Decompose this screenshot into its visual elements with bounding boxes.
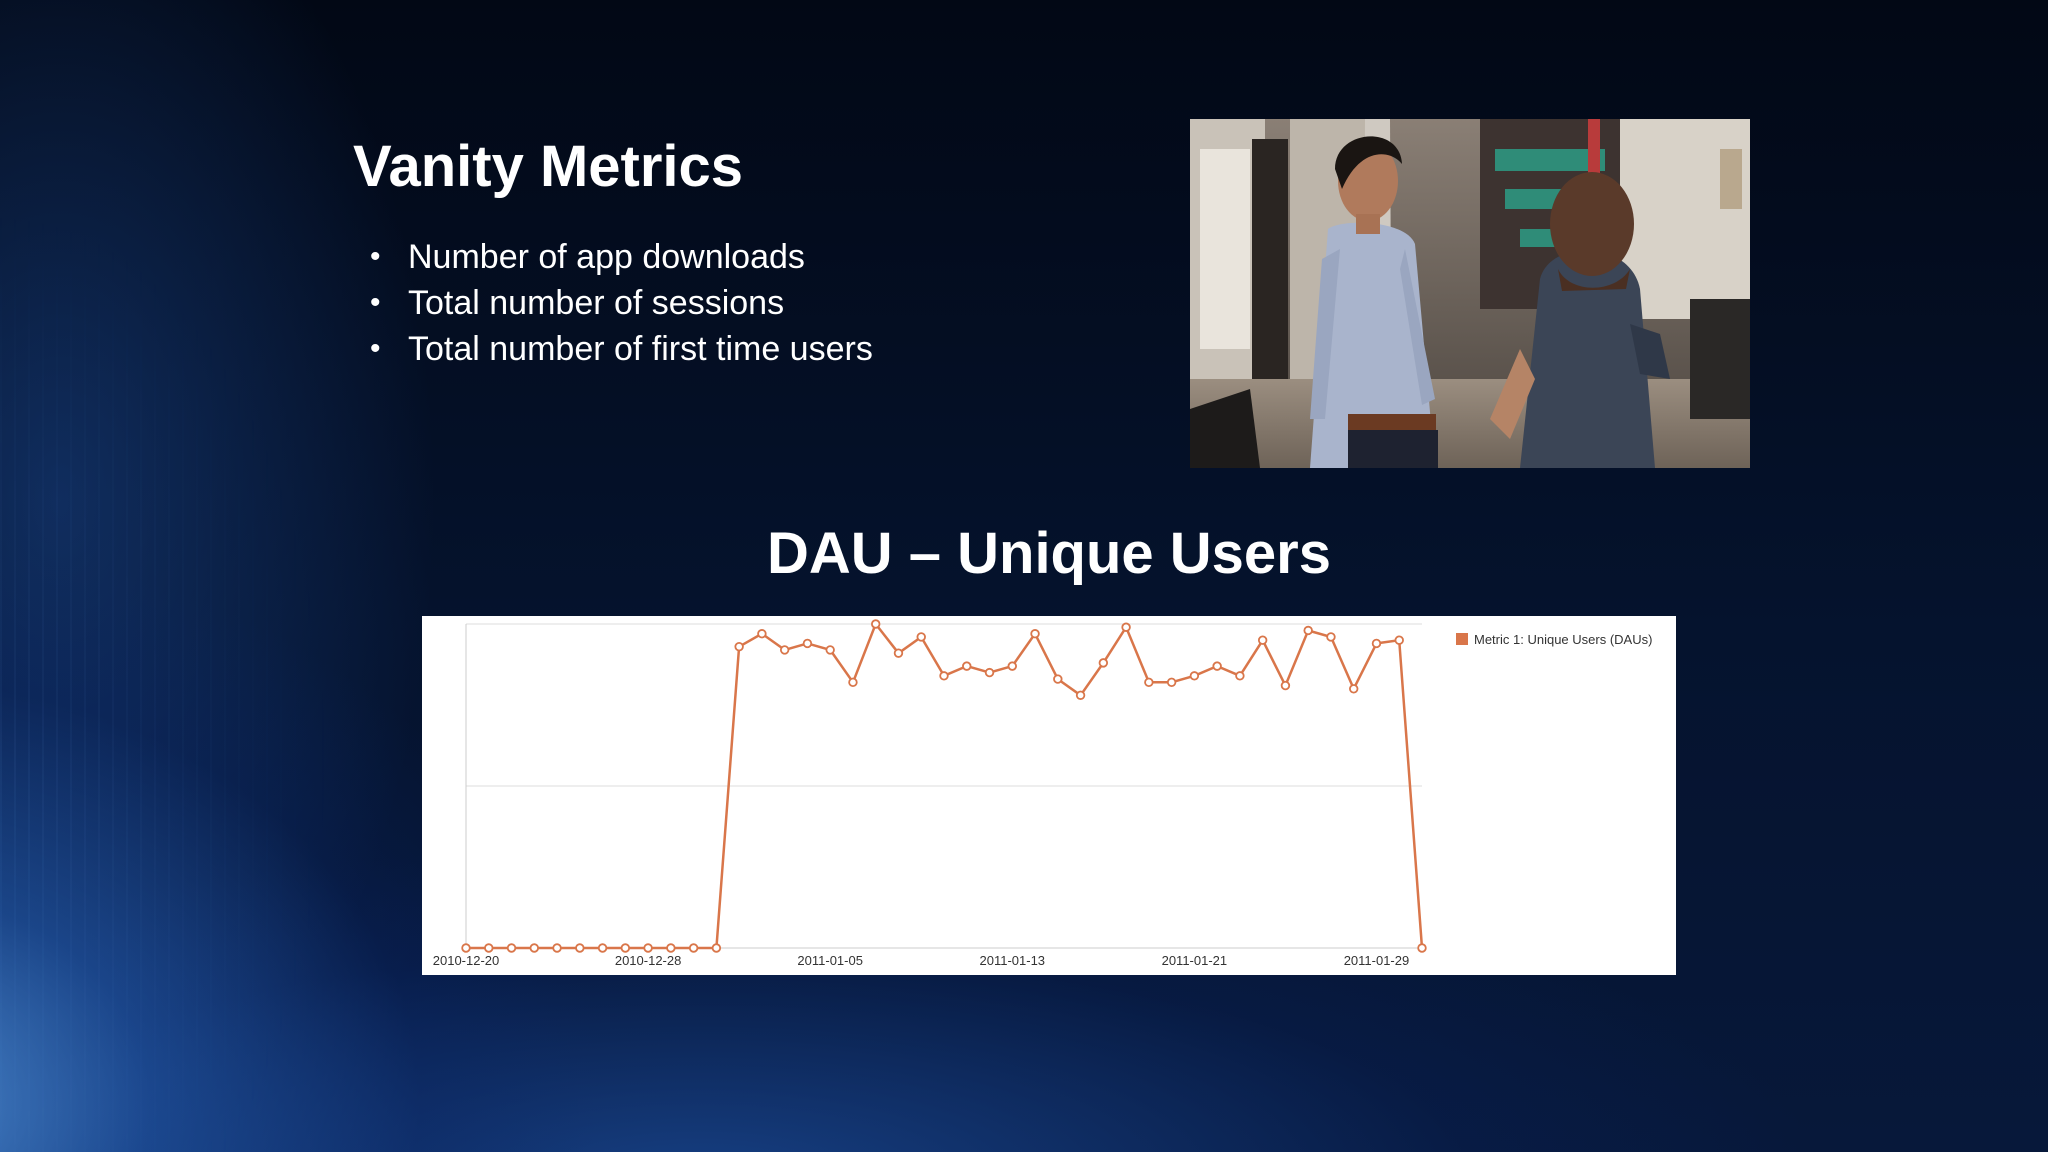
data-point (1030, 629, 1040, 639)
data-point (1212, 661, 1222, 671)
data-point (1007, 661, 1017, 671)
chart-x-ticks: 2010-12-20 2010-12-28 2011-01-05 2011-01-13… (433, 953, 1409, 968)
office-photo (1190, 119, 1750, 468)
bullet-item: Number of app downloads (370, 234, 873, 280)
chart-legend: Metric 1: Unique Users (DAUs) (1456, 632, 1652, 647)
data-point (552, 943, 562, 953)
data-point (1257, 635, 1268, 645)
office-scene-illustration (1190, 119, 1750, 468)
data-point (939, 671, 949, 681)
data-point (984, 667, 995, 678)
x-tick-label: 2010-12-20 (433, 953, 500, 968)
data-point (871, 619, 881, 629)
data-point (461, 943, 471, 953)
data-point (802, 638, 813, 649)
data-point (1303, 625, 1313, 636)
chart-title: DAU – Unique Users (766, 521, 1332, 586)
data-point (1075, 690, 1086, 700)
data-point (962, 661, 972, 671)
bullet-item: Total number of sessions (370, 280, 873, 326)
data-point (1189, 671, 1200, 681)
data-point (620, 943, 631, 953)
x-tick-label: 2011-01-13 (980, 953, 1046, 968)
data-point (1166, 677, 1177, 688)
bullet-list: Number of app downloads Total number of … (370, 234, 873, 372)
data-point (597, 943, 608, 953)
data-point (1144, 677, 1154, 688)
data-point (734, 641, 744, 652)
data-point (1098, 658, 1109, 668)
data-point (711, 943, 722, 953)
data-point (1121, 622, 1131, 632)
data-point (484, 943, 494, 953)
data-point (575, 943, 585, 953)
data-point (1053, 674, 1063, 684)
data-point (1417, 943, 1427, 953)
chart-points (461, 619, 1427, 953)
dau-line-chart: 2010-12-20 2010-12-28 2011-01-05 2011-01-13… (433, 619, 1652, 968)
data-point (1235, 671, 1245, 681)
legend-label: Metric 1: Unique Users (DAUs) (1474, 632, 1652, 647)
x-tick-label: 2011-01-21 (1162, 953, 1228, 968)
data-point (1394, 635, 1404, 645)
data-point (916, 632, 926, 642)
data-point (893, 648, 904, 658)
legend-swatch (1456, 633, 1468, 645)
data-point (688, 943, 699, 953)
data-point (779, 645, 790, 655)
x-tick-label: 2011-01-29 (1344, 953, 1410, 968)
dau-chart: 2010-12-20 2010-12-28 2011-01-05 2011-01-13… (422, 616, 1676, 975)
data-point (643, 943, 653, 953)
data-point (1349, 684, 1359, 694)
x-tick-label: 2011-01-05 (797, 953, 863, 968)
data-point (1280, 680, 1291, 691)
data-point (1371, 638, 1382, 649)
data-point (825, 645, 835, 655)
data-point (529, 943, 539, 953)
data-point (757, 629, 767, 639)
data-point (848, 677, 858, 688)
data-point (506, 943, 517, 953)
slide-title: Vanity Metrics (353, 134, 744, 199)
x-tick-label: 2010-12-28 (615, 953, 682, 968)
data-point (666, 943, 676, 953)
data-point (1326, 632, 1336, 642)
bullet-item: Total number of first time users (370, 326, 873, 372)
